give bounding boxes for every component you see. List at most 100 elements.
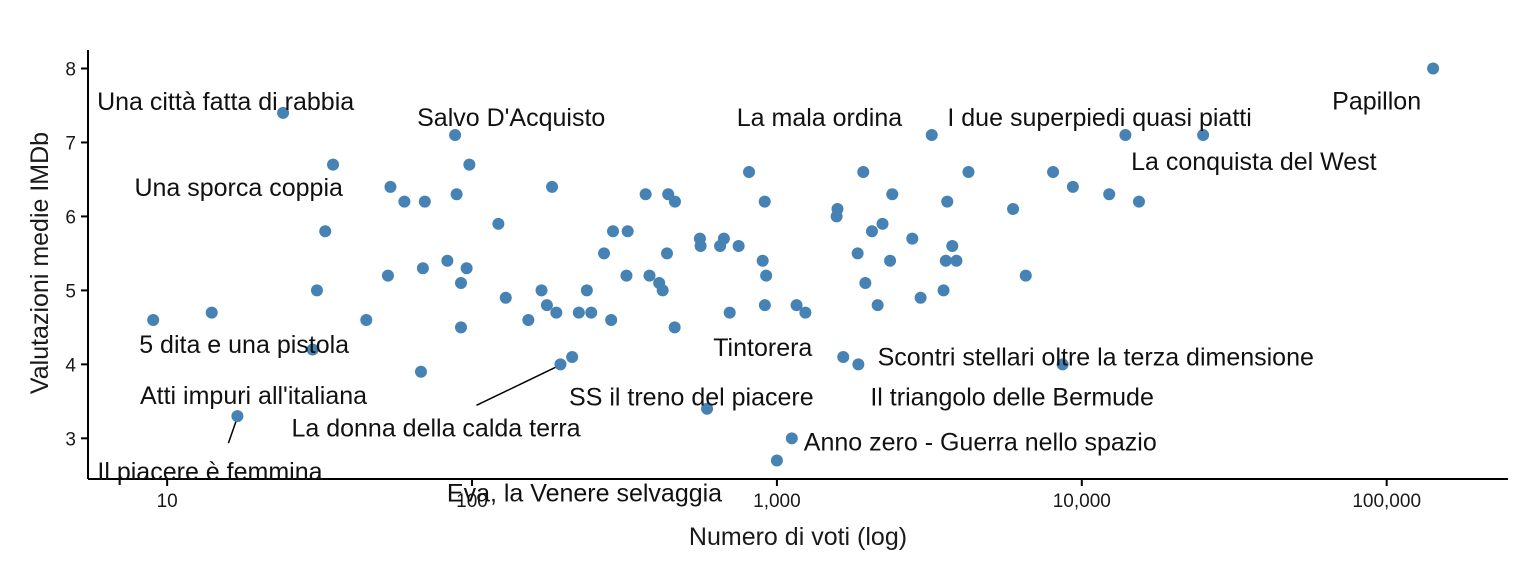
data-point <box>492 217 505 230</box>
data-point <box>656 284 669 297</box>
data-point <box>760 269 773 282</box>
data-point <box>384 180 397 193</box>
data-point <box>732 240 745 253</box>
data-point <box>950 254 963 267</box>
data-point <box>1066 180 1079 193</box>
annotation-label: La conquista del West <box>1131 148 1377 176</box>
y-tick-label: 7 <box>65 133 76 154</box>
annotation-label: Scontri stellari oltre la terza dimensio… <box>878 343 1314 371</box>
data-point <box>941 195 954 208</box>
data-point <box>799 306 812 319</box>
data-point <box>886 188 899 201</box>
data-point <box>231 410 244 423</box>
data-point <box>643 269 656 282</box>
data-point <box>460 262 473 275</box>
annotation-label: Tintorera <box>713 334 812 362</box>
data-point <box>925 129 938 142</box>
data-point <box>701 402 714 415</box>
data-point <box>147 313 160 326</box>
data-point <box>414 365 427 378</box>
data-point <box>360 313 373 326</box>
annotation-label: Anno zero - Guerra nello spazio <box>804 428 1157 456</box>
data-point <box>1056 358 1069 371</box>
data-point <box>327 158 340 171</box>
data-point <box>852 358 865 371</box>
data-point <box>540 299 553 312</box>
data-point <box>723 306 736 319</box>
data-point <box>1007 203 1020 216</box>
data-point <box>598 247 611 260</box>
data-point <box>398 195 411 208</box>
y-tick-label: 4 <box>65 355 76 376</box>
data-point <box>668 195 681 208</box>
data-point <box>580 284 593 297</box>
data-point <box>871 299 884 312</box>
data-point <box>661 247 674 260</box>
data-point <box>449 129 462 142</box>
x-axis-title: Numero di voti (log) <box>689 523 907 551</box>
data-point <box>743 166 756 179</box>
data-point <box>1119 129 1132 142</box>
data-point <box>937 284 950 297</box>
annotation-label: La mala ordina <box>737 104 902 132</box>
data-point <box>851 247 864 260</box>
annotation-label: Eva, la Venere selvaggia <box>447 480 722 508</box>
point-annotations: Una città fatta di rabbia Salvo D'Acquist… <box>97 87 1421 507</box>
data-point <box>694 240 707 253</box>
annotation-label: Papillon <box>1332 87 1421 115</box>
data-point <box>1427 62 1440 75</box>
data-point <box>962 166 975 179</box>
annotation-connector <box>227 419 238 444</box>
data-point <box>884 254 897 267</box>
data-point <box>857 166 870 179</box>
x-tick-label: 10,000 <box>1053 491 1111 512</box>
data-point <box>939 254 952 267</box>
data-point <box>906 232 919 245</box>
data-point <box>418 195 431 208</box>
data-point <box>454 321 467 334</box>
data-point <box>758 195 771 208</box>
data-point <box>770 454 783 467</box>
annotation-connectors <box>227 366 556 444</box>
annotation-label: La donna della calda terra <box>291 414 580 442</box>
data-point <box>914 291 927 304</box>
data-point <box>454 276 467 289</box>
data-point <box>416 262 429 275</box>
y-tick-label: 8 <box>65 59 76 80</box>
annotation-label: Atti impuri all'italiana <box>140 382 367 410</box>
y-axis-ticks: 3 4 5 6 7 8 <box>65 59 88 450</box>
x-tick-label: 1,000 <box>753 491 801 512</box>
data-point <box>837 350 850 363</box>
annotation-label: SS il treno del piacere <box>569 384 814 412</box>
annotation-label: Il triangolo delle Bermude <box>870 383 1153 411</box>
data-point <box>310 284 323 297</box>
data-point <box>441 254 454 267</box>
data-point <box>306 343 319 356</box>
y-tick-label: 3 <box>65 429 76 450</box>
data-point <box>572 306 585 319</box>
data-point <box>566 350 579 363</box>
data-point <box>554 358 567 371</box>
data-point <box>620 269 633 282</box>
data-point <box>381 269 394 282</box>
data-point <box>668 321 681 334</box>
annotation-connector <box>476 366 556 407</box>
data-point <box>785 432 798 445</box>
annotation-label: I due superpiedi quasi piatti <box>947 104 1251 132</box>
data-point <box>758 299 771 312</box>
annotation-label: 5 dita e una pistola <box>139 331 349 359</box>
annotation-label: Il piacere è femmina <box>97 458 322 486</box>
data-point <box>546 180 559 193</box>
data-point <box>535 284 548 297</box>
x-tick-label: 100,000 <box>1352 491 1421 512</box>
data-point <box>205 306 218 319</box>
data-point <box>605 313 618 326</box>
data-point <box>717 232 730 245</box>
y-axis-title: Valutazioni medie IMDb <box>26 132 54 394</box>
data-point <box>607 225 620 238</box>
data-point <box>277 106 290 119</box>
data-point <box>450 188 463 201</box>
data-point <box>499 291 512 304</box>
data-point <box>1103 188 1116 201</box>
